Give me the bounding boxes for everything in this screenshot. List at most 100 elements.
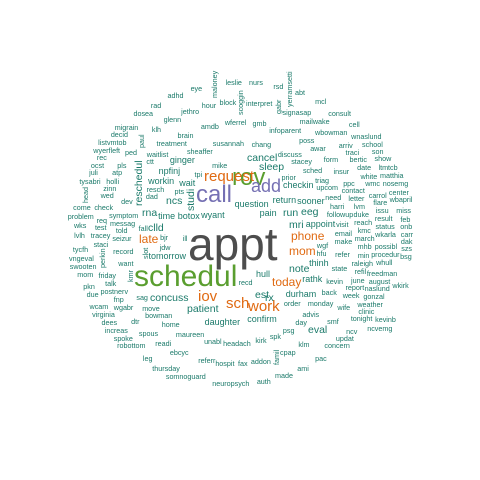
word-sag: sag <box>136 292 148 302</box>
word-arriv: arriv <box>338 140 353 150</box>
word-thinh: thinh <box>309 258 329 269</box>
word-mri: mri <box>289 219 304 231</box>
word-migrain: migrain <box>114 122 139 132</box>
word-seizur: seizur <box>112 234 132 244</box>
word-june: june <box>350 275 365 285</box>
word-spous: spous <box>138 328 159 338</box>
word-request: request <box>204 168 255 185</box>
word-call: call <box>196 181 233 208</box>
word-pkn: pkn <box>83 282 95 292</box>
word-spoke: spoke <box>113 333 133 343</box>
word-carr: carr <box>400 229 414 239</box>
word-resch: resch <box>146 184 165 194</box>
word-ltmtcb: ltmtcb <box>378 162 398 172</box>
word-jdw: jdw <box>159 242 171 252</box>
word-listvmtob: listvmtob <box>98 138 127 148</box>
word-dad: dad <box>145 191 158 201</box>
word-bertic: bertic <box>349 155 368 165</box>
word-august: august <box>368 276 391 286</box>
word-leg: leg <box>142 353 153 363</box>
word-discuss: discuss <box>277 149 302 159</box>
word-possibl: possibl <box>374 241 398 251</box>
word-rsd: rsd <box>273 81 284 91</box>
word-sch: sch <box>226 295 250 312</box>
word-upcom: upcom <box>316 183 338 193</box>
word-whull: whull <box>376 258 393 268</box>
word-result: result <box>374 214 393 224</box>
word-somnoguard: somnoguard <box>165 371 206 381</box>
word-recd: recd <box>238 277 253 287</box>
word-szs: szs <box>401 244 412 254</box>
word-daughter: daughter <box>204 317 241 328</box>
word-carrol: carrol <box>368 190 387 200</box>
word-tpi: tpi <box>194 170 203 180</box>
word-adhd: adhd <box>167 90 184 100</box>
word-consult: consult <box>328 108 352 118</box>
word-concern: concern <box>324 341 350 351</box>
word-concuss: concuss <box>150 292 189 304</box>
word-talk: talk <box>105 278 117 288</box>
word-maloney: maloney <box>210 70 220 98</box>
word-due: due <box>86 290 99 300</box>
word-naslund: naslund <box>364 284 390 294</box>
word-report: report <box>345 283 365 293</box>
word-psg: psg <box>282 325 295 335</box>
word-sooner: sooner <box>297 195 325 206</box>
word-waitlist: waitlist <box>146 149 169 159</box>
word-yerramsetti: yerramsetti <box>284 71 294 107</box>
word-ped: ped <box>125 148 138 158</box>
word-dees: dees <box>101 318 118 328</box>
word-bsg: bsg <box>400 252 412 262</box>
word-head: head <box>80 186 90 203</box>
word-status: status <box>375 222 395 232</box>
word-date: date <box>357 163 372 173</box>
word-checkin: checkin <box>282 179 314 190</box>
word-juli: juli <box>89 168 98 178</box>
word-block: block <box>219 98 237 108</box>
word-addon: addon <box>250 356 271 366</box>
word-hour: hour <box>201 101 217 111</box>
word-ppc: ppc <box>343 178 355 188</box>
word-late: late <box>139 232 159 246</box>
word-wnaslund: wnaslund <box>351 132 382 142</box>
word-npfinj: npfinj <box>158 166 181 177</box>
word-wkarla: wkarla <box>375 230 396 240</box>
word-work: work <box>248 298 280 315</box>
word-ncs: ncs <box>166 195 183 207</box>
word-ctt: ctt <box>146 157 154 167</box>
word-signasap: signasap <box>282 108 312 118</box>
word-est: est <box>255 289 270 301</box>
word-tycfh: tycfh <box>72 245 89 255</box>
word-readi: readi <box>155 339 172 349</box>
word-back: back <box>321 287 337 297</box>
word-prior: prior <box>281 172 296 182</box>
word-reschedul: reschedul <box>133 160 145 206</box>
word-gmb: gmb <box>252 119 267 129</box>
word-smf: smf <box>327 316 339 326</box>
word-miss: miss <box>396 205 412 215</box>
word-stacey: stacey <box>291 156 312 166</box>
word-weather: weather <box>357 299 383 309</box>
word-clinic: clinic <box>358 306 375 316</box>
word-abt: abt <box>295 87 305 97</box>
word-wife: wife <box>337 303 351 313</box>
word-march: march <box>354 234 375 244</box>
word-visit: visit <box>336 219 349 229</box>
word-form: form <box>323 154 339 164</box>
word-infoparent: infoparent <box>269 125 302 135</box>
word-eye: eye <box>190 83 203 93</box>
word-ami: ami <box>297 363 309 373</box>
word-pls: pls <box>117 160 127 170</box>
word-ncv: ncv <box>346 327 358 337</box>
word-famil: famil <box>271 349 281 365</box>
word-school: school <box>362 139 383 149</box>
word-dak: dak <box>400 237 413 247</box>
word-wyant: wyant <box>201 210 225 221</box>
word-wed: wed <box>100 190 114 200</box>
word-atp: atp <box>112 168 123 178</box>
word-maureen: maureen <box>175 330 205 340</box>
word-matthia: matthia <box>379 170 404 180</box>
word-mike: mike <box>212 160 228 170</box>
word-hull: hull <box>255 268 270 279</box>
word-susannah: susannah <box>212 138 244 148</box>
